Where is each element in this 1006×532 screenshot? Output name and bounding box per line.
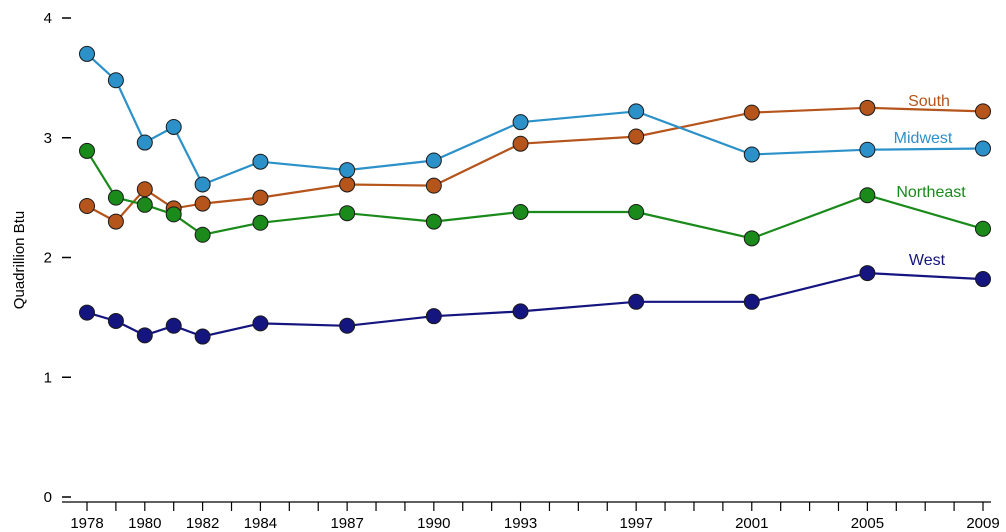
y-tick-label: 3 (44, 130, 52, 147)
series-line (86, 150, 984, 240)
series-label: Northeast (896, 184, 966, 201)
x-tick-label: 1997 (619, 515, 652, 532)
data-point (194, 328, 211, 345)
data-point (975, 220, 991, 237)
y-tick-label: 4 (44, 10, 52, 27)
data-point (252, 315, 269, 332)
y-tick-label: 1 (44, 369, 52, 386)
data-point (165, 118, 182, 135)
series-northeast: Northeast (79, 142, 991, 247)
data-point (743, 293, 760, 310)
data-point (252, 153, 269, 170)
data-point (79, 45, 95, 62)
data-point (136, 181, 153, 198)
data-point (194, 226, 211, 243)
data-point (107, 213, 124, 230)
data-point (512, 203, 529, 220)
x-tick-label: 1980 (128, 515, 161, 532)
data-point (165, 317, 182, 334)
series-label: West (909, 252, 946, 269)
x-tick-label: 1982 (186, 515, 219, 532)
data-point (425, 177, 442, 194)
series-midwest: Midwest (79, 45, 991, 193)
y-axis-title: Quadrillion Btu (11, 211, 28, 309)
data-point (859, 265, 876, 282)
series-west: West (79, 252, 991, 345)
data-point (628, 203, 645, 220)
data-point (425, 152, 442, 169)
data-point (339, 317, 356, 334)
x-tick-label: 1987 (330, 515, 363, 532)
data-point (165, 206, 182, 223)
series-line (86, 271, 984, 338)
data-point (252, 189, 269, 206)
data-point (107, 72, 124, 89)
x-tick-label: 1993 (504, 515, 537, 532)
x-tick-label: 2005 (851, 515, 884, 532)
data-point (512, 114, 529, 131)
data-point (425, 213, 442, 230)
series-south: South (79, 93, 991, 230)
data-point (79, 304, 95, 321)
data-point (743, 230, 760, 247)
series-line (86, 53, 984, 186)
series-line (86, 106, 984, 223)
series-label: South (908, 93, 950, 110)
y-axis: 0 1 2 3 4 (44, 10, 71, 506)
data-point (339, 205, 356, 222)
series-layer: South Midwest Northeast West (79, 45, 991, 345)
x-tick-label: 1978 (70, 515, 103, 532)
data-point (194, 176, 211, 193)
data-point (339, 162, 356, 179)
data-point (743, 146, 760, 163)
y-tick-label: 2 (44, 250, 52, 267)
x-tick-label: 1984 (244, 515, 277, 532)
x-axis: 1978 1980 1982 1984 1987 1990 1993 1997 2001 2005… (62, 501, 1000, 532)
data-point (628, 128, 645, 145)
data-point (107, 312, 124, 329)
data-point (107, 189, 124, 206)
data-point (512, 303, 529, 320)
data-point (252, 214, 269, 231)
data-point (512, 135, 529, 152)
data-point (743, 104, 760, 121)
data-point (194, 195, 211, 212)
data-point (975, 271, 991, 288)
y-tick-label: 0 (44, 489, 52, 506)
data-point (79, 142, 95, 159)
data-point (859, 141, 876, 158)
x-tick-label: 2009 (966, 515, 999, 532)
data-point (136, 196, 153, 213)
data-point (136, 327, 153, 344)
data-point (136, 134, 153, 151)
data-point (859, 99, 876, 116)
data-point (339, 176, 356, 193)
data-point (425, 308, 442, 325)
x-tick-label: 1990 (417, 515, 450, 532)
x-tick-label: 2001 (735, 515, 768, 532)
data-point (975, 103, 991, 120)
data-point (859, 187, 876, 204)
data-point (79, 198, 95, 215)
data-point (975, 140, 991, 157)
data-point (628, 293, 645, 310)
series-label: Midwest (894, 130, 953, 147)
data-point (628, 103, 645, 120)
